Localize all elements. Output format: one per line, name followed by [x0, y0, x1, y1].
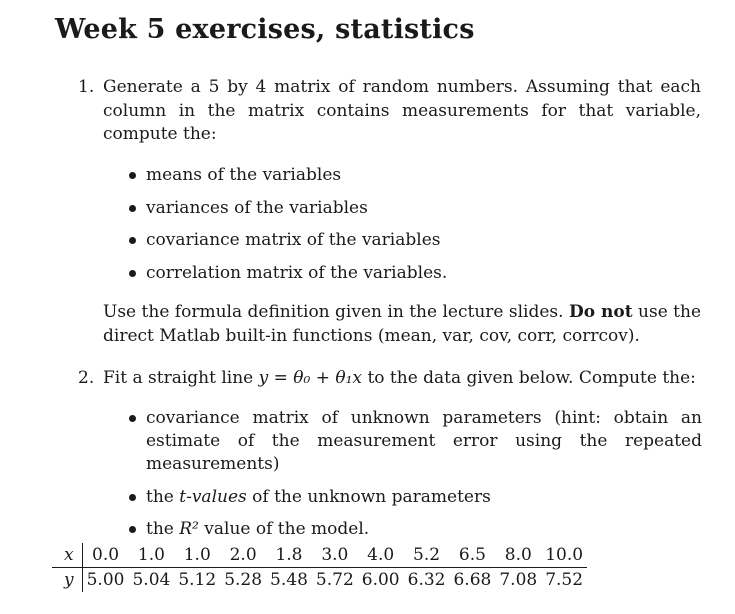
y-value: 7.08 [499, 570, 538, 590]
exercise-2-bullet-list: covariance matrix of unknown parameters … [124, 407, 702, 541]
y-label: y [52, 567, 83, 592]
bullet-text-part: of the unknown parameters [252, 486, 491, 507]
list-item: covariance matrix of unknown parameters … [124, 407, 702, 476]
x-value: 8.0 [495, 543, 542, 568]
exercise-1-number: 1. [78, 77, 95, 97]
bullet-text-part: covariance matrix of unknown parameters … [146, 408, 702, 474]
x-value: 2.0 [220, 543, 267, 568]
bullet-text: variances of the variables [146, 197, 368, 218]
note-emphasis: Do not [569, 302, 633, 322]
y-value: 6.32 [407, 570, 446, 590]
bullet-icon [129, 237, 136, 244]
y-value: 5.28 [224, 570, 263, 590]
x-value: 3.0 [311, 543, 358, 568]
bullet-text: covariance matrix of unknown parameters … [146, 407, 702, 476]
bullet-text: the t-values of the unknown parameters [146, 486, 702, 509]
y-value: 6.68 [453, 570, 492, 590]
x-value: 4.0 [357, 543, 404, 568]
bullet-icon [129, 172, 136, 179]
line-equation: y = θ₀ + θ₁x [258, 368, 363, 388]
intro-text: Fit a straight line [103, 368, 254, 388]
bullet-icon [129, 415, 136, 422]
list-item: covariance matrix of the variables [124, 229, 684, 252]
y-value: 7.52 [545, 570, 584, 590]
note-text: Use the formula definition given in the … [103, 302, 564, 322]
bullet-icon [129, 204, 136, 212]
x-label: x [52, 543, 83, 568]
y-value: 5.04 [132, 570, 171, 590]
data-table: x 0.0 1.0 1.0 2.0 1.8 3.0 4.0 5.2 6.5 8.… [52, 543, 588, 592]
list-item: the R² value of the model. [124, 518, 702, 541]
x-value: 5.2 [403, 543, 450, 568]
x-value: 10.0 [541, 543, 588, 568]
x-value: 1.0 [174, 543, 221, 568]
bullet-italic-part: R² [179, 519, 199, 539]
page-title: Week 5 exercises, statistics [55, 14, 475, 45]
bullet-text-part: the [146, 519, 174, 539]
exercise-2-number: 2. [78, 368, 95, 388]
list-item: correlation matrix of the variables. [124, 262, 684, 285]
bullet-italic-part: t-values [179, 486, 247, 507]
list-item: the t-values of the unknown parameters [124, 486, 702, 509]
bullet-text: covariance matrix of the variables [146, 230, 441, 250]
note-text: use the direct Matlab built-in functions… [103, 302, 702, 346]
x-value: 6.5 [449, 543, 496, 568]
exercise-1-bullet-list: means of the variables variances of the … [124, 164, 684, 285]
bullet-text: the R² value of the model. [146, 518, 702, 541]
bullet-icon [129, 493, 136, 501]
table-row-y: y 5.00 5.04 5.12 5.28 5.48 5.72 6.00 6.3… [52, 567, 587, 592]
bullet-text: means of the variables [146, 165, 342, 185]
y-value: 5.72 [315, 570, 354, 590]
bullet-icon [129, 269, 136, 277]
y-value: 5.12 [178, 570, 217, 590]
exercise-1-intro: Generate a 5 by 4 matrix of random numbe… [103, 77, 701, 144]
bullet-text-part: value of the model. [204, 519, 370, 539]
x-value: 1.8 [266, 543, 312, 568]
table-row-x: x 0.0 1.0 1.0 2.0 1.8 3.0 4.0 5.2 6.5 8.… [52, 543, 588, 568]
y-value: 5.48 [270, 570, 308, 590]
exercise-1-note: Use the formula definition given in the … [103, 301, 701, 348]
y-value: 6.00 [361, 570, 400, 590]
x-value: 1.0 [128, 543, 175, 568]
list-item: means of the variables [124, 164, 684, 187]
bullet-text-part: the [146, 486, 174, 507]
exercise-2-intro: Fit a straight line y = θ₀ + θ₁x to the … [103, 367, 701, 391]
bullet-icon [129, 526, 136, 533]
list-item: variances of the variables [124, 197, 684, 220]
intro-text: to the data given below. Compute the: [367, 368, 696, 388]
y-value: 5.00 [86, 570, 125, 590]
x-value: 0.0 [82, 543, 129, 568]
bullet-text: correlation matrix of the variables. [146, 262, 448, 283]
